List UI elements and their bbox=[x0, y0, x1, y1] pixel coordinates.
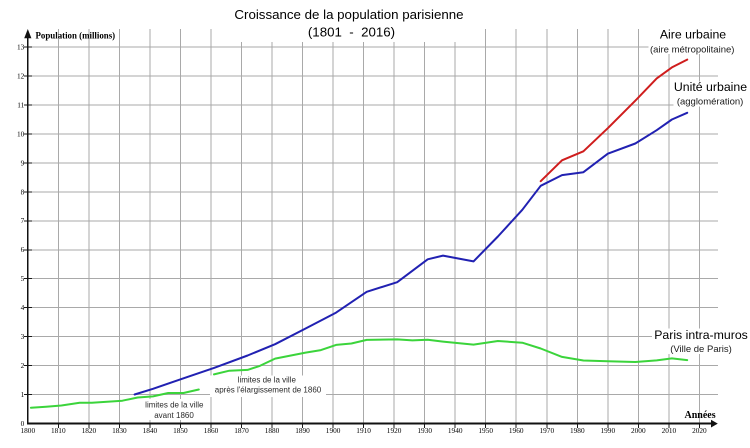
svg-text:9: 9 bbox=[21, 158, 25, 167]
svg-text:Unité urbaine: Unité urbaine bbox=[674, 80, 747, 94]
svg-text:Paris intra-muros: Paris intra-muros bbox=[654, 328, 748, 342]
svg-text:6: 6 bbox=[21, 245, 25, 254]
svg-text:1850: 1850 bbox=[173, 426, 188, 435]
svg-text:0: 0 bbox=[21, 419, 25, 428]
svg-text:1820: 1820 bbox=[82, 426, 97, 435]
svg-text:1940: 1940 bbox=[448, 426, 463, 435]
svg-text:1800: 1800 bbox=[21, 426, 36, 435]
svg-text:1960: 1960 bbox=[509, 426, 524, 435]
svg-text:1860: 1860 bbox=[204, 426, 219, 435]
svg-text:1810: 1810 bbox=[51, 426, 66, 435]
svg-text:Population (millions): Population (millions) bbox=[36, 31, 116, 41]
svg-text:après l'élargissement de 1860: après l'élargissement de 1860 bbox=[215, 386, 322, 395]
svg-text:3: 3 bbox=[21, 332, 25, 341]
svg-text:2: 2 bbox=[21, 361, 25, 370]
svg-text:(1801 - 2016): (1801 - 2016) bbox=[308, 25, 395, 40]
svg-text:1990: 1990 bbox=[601, 426, 616, 435]
svg-text:1950: 1950 bbox=[478, 426, 493, 435]
svg-text:limites de la ville: limites de la ville bbox=[238, 376, 297, 385]
svg-text:Croissance de la population pa: Croissance de la population parisienne bbox=[234, 7, 463, 22]
svg-text:1830: 1830 bbox=[112, 426, 127, 435]
svg-text:1920: 1920 bbox=[387, 426, 402, 435]
svg-text:11: 11 bbox=[17, 100, 24, 109]
svg-text:1870: 1870 bbox=[234, 426, 249, 435]
svg-text:1890: 1890 bbox=[295, 426, 310, 435]
svg-text:Aire urbaine: Aire urbaine bbox=[660, 28, 726, 42]
svg-text:2000: 2000 bbox=[631, 426, 646, 435]
svg-text:12: 12 bbox=[17, 72, 25, 81]
svg-text:1930: 1930 bbox=[417, 426, 432, 435]
svg-text:8: 8 bbox=[21, 187, 25, 196]
svg-text:1970: 1970 bbox=[540, 426, 555, 435]
svg-text:1840: 1840 bbox=[143, 426, 158, 435]
svg-text:4: 4 bbox=[21, 303, 25, 312]
svg-text:2010: 2010 bbox=[662, 426, 677, 435]
svg-text:1900: 1900 bbox=[326, 426, 341, 435]
svg-text:5: 5 bbox=[21, 274, 25, 283]
svg-text:Années: Années bbox=[684, 410, 715, 421]
svg-text:1880: 1880 bbox=[265, 426, 280, 435]
svg-text:10: 10 bbox=[17, 129, 25, 138]
svg-text:(agglomération): (agglomération) bbox=[677, 97, 744, 108]
svg-text:avant 1860: avant 1860 bbox=[154, 411, 194, 420]
svg-text:1910: 1910 bbox=[356, 426, 371, 435]
svg-text:13: 13 bbox=[17, 43, 25, 52]
svg-text:7: 7 bbox=[21, 216, 25, 225]
svg-text:(aire métropolitaine): (aire métropolitaine) bbox=[650, 44, 734, 55]
svg-text:limites de la ville: limites de la ville bbox=[145, 401, 204, 410]
svg-text:1980: 1980 bbox=[570, 426, 585, 435]
svg-text:2020: 2020 bbox=[692, 426, 707, 435]
svg-text:1: 1 bbox=[21, 390, 25, 399]
svg-text:(Ville de Paris): (Ville de Paris) bbox=[670, 344, 732, 355]
